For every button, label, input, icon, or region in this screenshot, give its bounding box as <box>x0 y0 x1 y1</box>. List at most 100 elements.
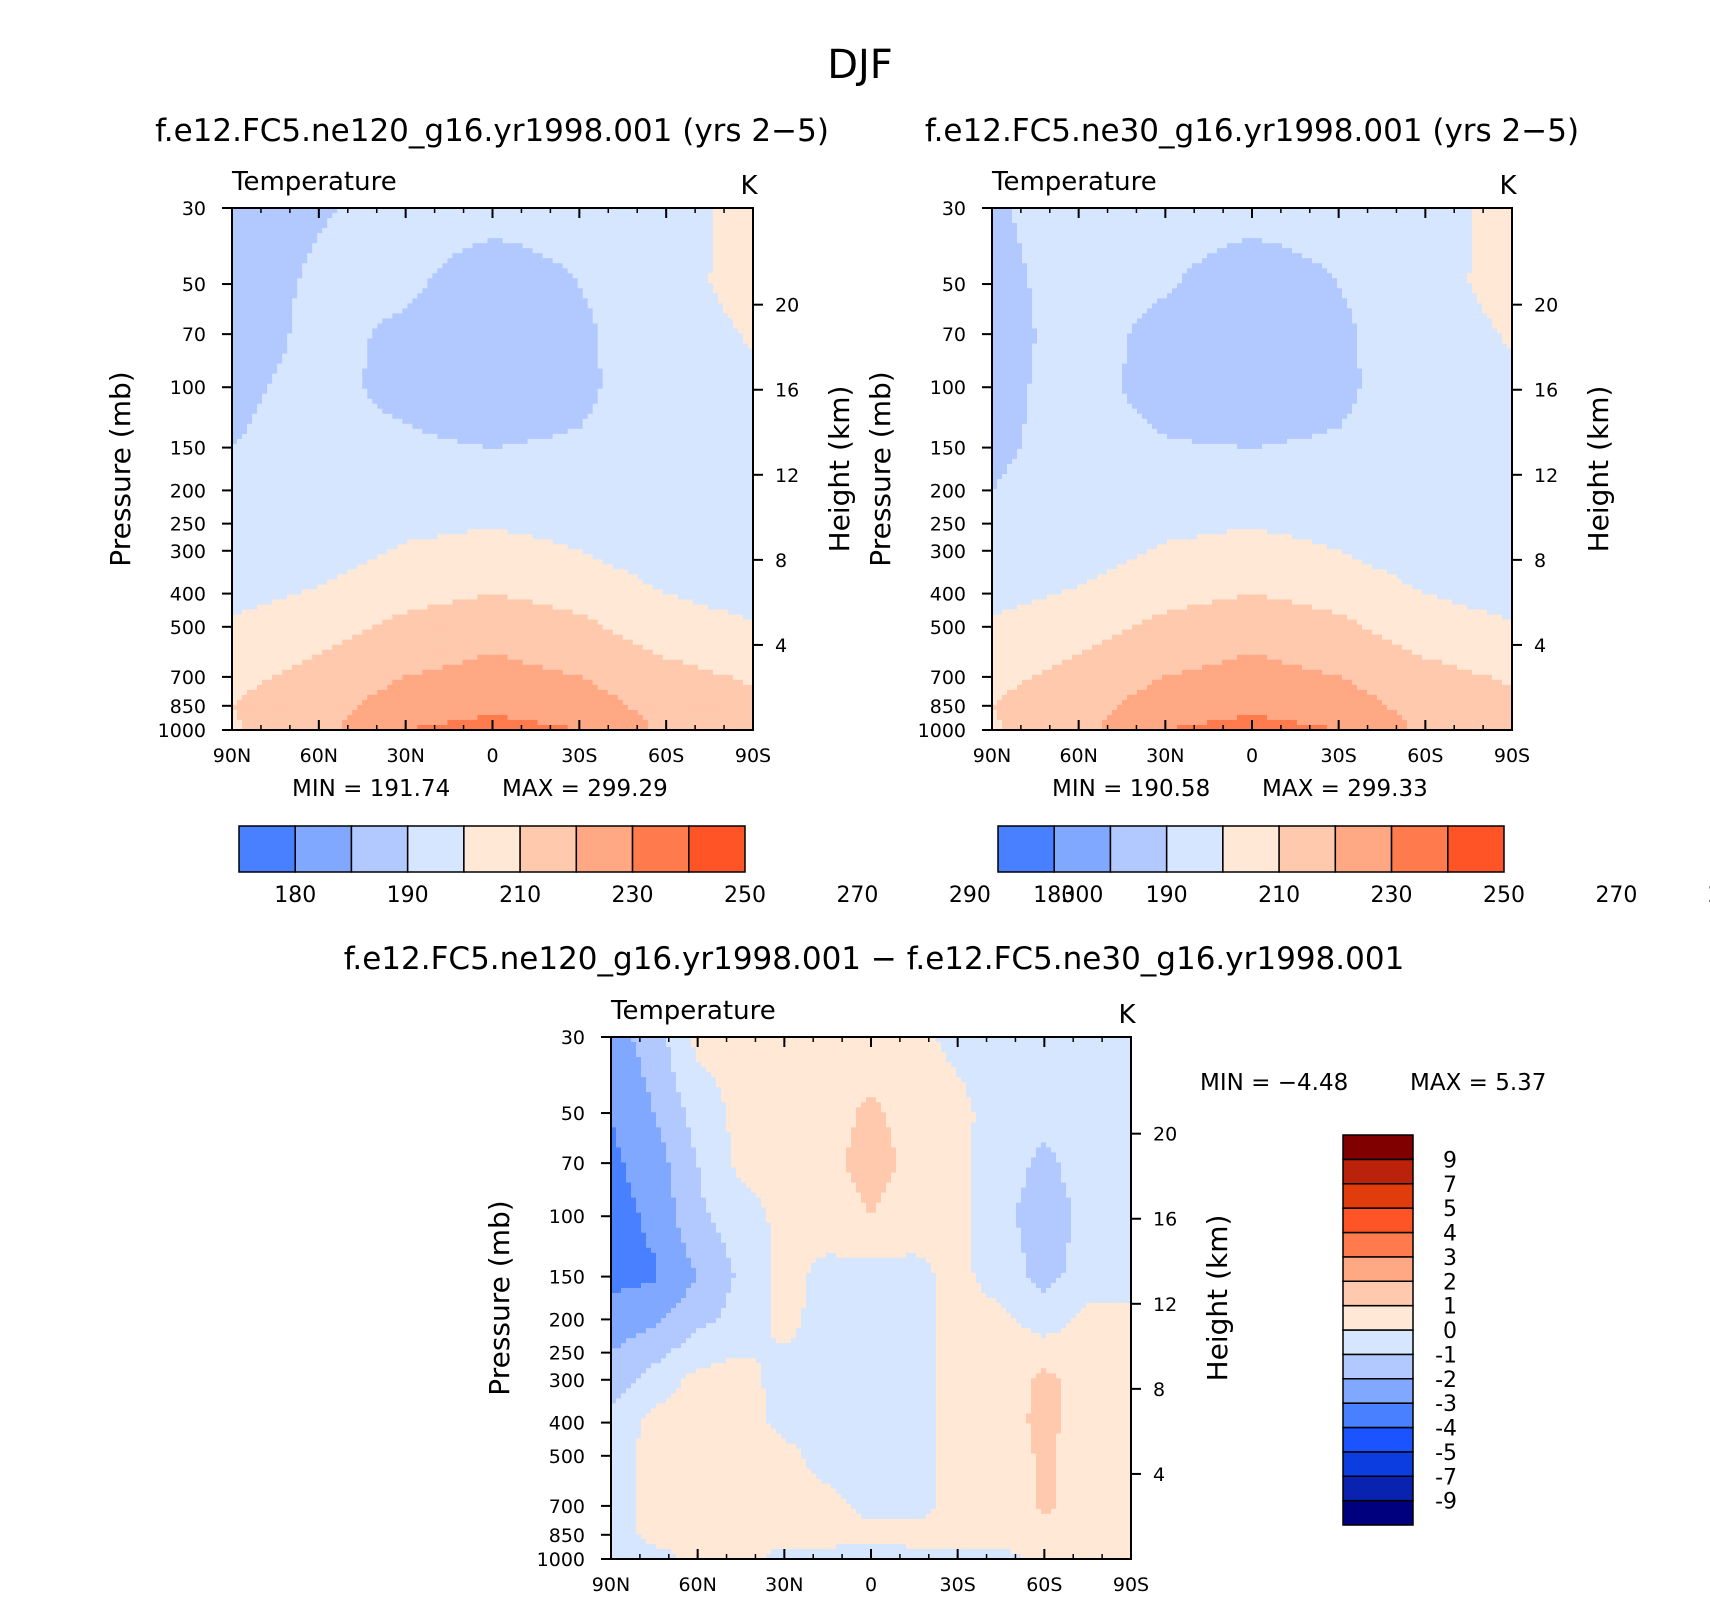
contour-cell <box>583 354 589 360</box>
contour-cell <box>467 288 473 294</box>
contour-cell <box>402 278 408 284</box>
contour-cell <box>427 409 433 415</box>
contour-cell <box>618 253 624 259</box>
contour-cell <box>277 223 283 229</box>
contour-cell <box>257 404 263 410</box>
contour-cell <box>417 354 423 360</box>
contour-cell <box>598 243 604 249</box>
contour-cell <box>553 278 559 284</box>
contour-cell <box>623 364 629 370</box>
contour-cell <box>493 374 499 380</box>
contour-cell <box>563 283 569 289</box>
contour-cell <box>668 308 674 314</box>
contour-cell <box>447 434 453 440</box>
contour-cell <box>392 218 398 224</box>
contour-cell <box>528 389 534 395</box>
contour-cell <box>508 248 514 254</box>
contour-cell <box>733 374 739 380</box>
contour-cell <box>267 414 273 420</box>
contour-cell <box>553 359 559 365</box>
contour-cell <box>638 273 644 279</box>
contour-cell <box>347 213 353 219</box>
contour-cell <box>728 258 734 264</box>
contour-cell <box>583 278 589 284</box>
contour-cell <box>673 399 679 405</box>
contour-cell <box>708 288 714 294</box>
contour-cell <box>282 268 288 274</box>
contour-cell <box>538 213 544 219</box>
contour-cell <box>287 419 293 425</box>
contour-cell <box>708 228 714 234</box>
contour-cell <box>708 223 714 229</box>
contour-cell <box>638 419 644 425</box>
contour-cell <box>477 354 483 360</box>
contour-cell <box>482 344 488 350</box>
contour-cell <box>548 419 554 425</box>
contour-cell <box>723 328 729 334</box>
contour-cell <box>548 248 554 254</box>
contour-cell <box>392 434 398 440</box>
contour-cell <box>693 318 699 324</box>
contour-cell <box>242 344 248 350</box>
contour-cell <box>447 379 453 385</box>
contour-cell <box>402 263 408 269</box>
contour-cell <box>272 258 278 264</box>
contour-cell <box>658 213 664 219</box>
contour-cell <box>267 354 273 360</box>
contour-cell <box>297 238 303 244</box>
contour-cell <box>628 298 634 304</box>
contour-cell <box>548 328 554 334</box>
contour-cell <box>543 228 549 234</box>
contour-cell <box>543 323 549 329</box>
contour-cell <box>247 344 253 350</box>
contour-cell <box>568 364 574 370</box>
contour-cell <box>452 323 458 329</box>
contour-cell <box>643 273 649 279</box>
contour-cell <box>658 273 664 279</box>
contour-cell <box>678 238 684 244</box>
contour-cell <box>688 394 694 400</box>
contour-cell <box>498 238 504 244</box>
contour-cell <box>342 308 348 314</box>
contour-cell <box>528 238 534 244</box>
contour-cell <box>412 243 418 249</box>
contour-cell <box>297 384 303 390</box>
contour-cell <box>237 288 243 294</box>
contour-cell <box>638 258 644 264</box>
contour-cell <box>648 293 654 299</box>
contour-cell <box>487 248 493 254</box>
contour-cell <box>257 253 263 259</box>
contour-cell <box>422 394 428 400</box>
contour-cell <box>262 228 268 234</box>
contour-cell <box>598 404 604 410</box>
contour-cell <box>402 354 408 360</box>
contour-cell <box>508 268 514 274</box>
contour-cell <box>598 429 604 435</box>
contour-cell <box>267 379 273 385</box>
contour-cell <box>322 298 328 304</box>
contour-cell <box>427 328 433 334</box>
contour-cell <box>272 248 278 254</box>
contour-cell <box>708 308 714 314</box>
contour-cell <box>548 369 554 375</box>
contour-cell <box>457 344 463 350</box>
contour-cell <box>728 328 734 334</box>
contour-cell <box>508 308 514 314</box>
contour-cell <box>568 258 574 264</box>
contour-cell <box>262 253 268 259</box>
contour-cell <box>648 268 654 274</box>
contour-cell <box>628 409 634 415</box>
contour-cell <box>548 333 554 339</box>
contour-cell <box>387 263 393 269</box>
contour-cell <box>613 409 619 415</box>
contour-cell <box>457 293 463 299</box>
contour-cell <box>487 404 493 410</box>
contour-cell <box>588 238 594 244</box>
contour-cell <box>282 434 288 440</box>
contour-cell <box>543 288 549 294</box>
contour-cell <box>242 359 248 365</box>
contour-cell <box>533 349 539 355</box>
contour-cell <box>397 419 403 425</box>
contour-cell <box>588 323 594 329</box>
contour-cell <box>467 419 473 425</box>
